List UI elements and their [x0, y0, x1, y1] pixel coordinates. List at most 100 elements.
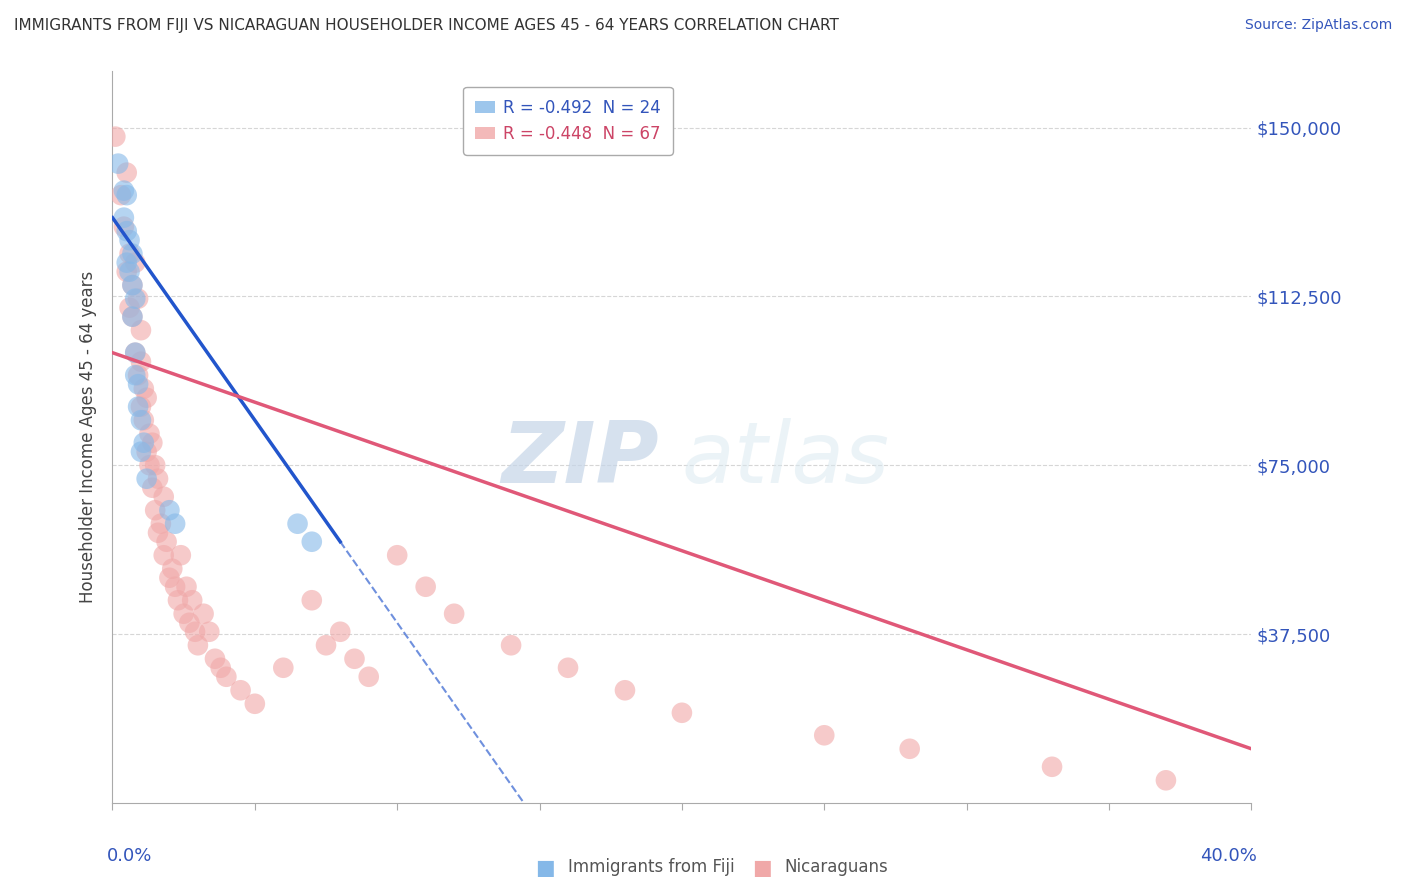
Text: Nicaraguans: Nicaraguans [785, 858, 889, 876]
Point [124, 345, 146, 359]
Point [443, 607, 465, 621]
Point [124, 255, 146, 269]
Point [121, 310, 143, 324]
Point [112, 219, 135, 234]
Point [143, 503, 166, 517]
Point [121, 278, 143, 293]
Point [671, 706, 693, 720]
Point [127, 292, 149, 306]
Point [501, 638, 523, 652]
Text: atlas: atlas [682, 417, 890, 500]
Point [118, 265, 141, 279]
Point [176, 580, 198, 594]
Point [132, 435, 155, 450]
Point [193, 607, 215, 621]
Text: Source: ZipAtlas.com: Source: ZipAtlas.com [1244, 18, 1392, 32]
Point [152, 548, 174, 562]
Point [146, 525, 169, 540]
Point [104, 129, 127, 144]
Point [129, 400, 152, 414]
Point [159, 503, 180, 517]
Point [1040, 760, 1063, 774]
Point [315, 638, 337, 652]
Point [129, 323, 152, 337]
Point [343, 652, 366, 666]
Point [124, 345, 146, 359]
Point [243, 697, 266, 711]
Point [135, 444, 157, 458]
Text: 0.0%: 0.0% [107, 847, 152, 864]
Point [898, 741, 921, 756]
Point [165, 516, 187, 531]
Point [181, 593, 204, 607]
Point [127, 368, 149, 383]
Point [138, 458, 160, 473]
Point [129, 413, 152, 427]
Point [118, 246, 141, 260]
Point [357, 670, 380, 684]
Point [557, 661, 579, 675]
Point [132, 413, 155, 427]
Point [159, 571, 180, 585]
Point [141, 481, 163, 495]
Point [115, 255, 138, 269]
Point [121, 278, 143, 293]
Point [301, 534, 323, 549]
Point [152, 490, 174, 504]
Point [229, 683, 252, 698]
Point [135, 472, 157, 486]
Point [179, 615, 201, 630]
Text: IMMIGRANTS FROM FIJI VS NICARAGUAN HOUSEHOLDER INCOME AGES 45 - 64 YEARS CORRELA: IMMIGRANTS FROM FIJI VS NICARAGUAN HOUSE… [14, 18, 839, 33]
Point [129, 354, 152, 368]
Point [118, 233, 141, 247]
Point [110, 188, 132, 202]
Point [271, 661, 295, 675]
Legend: R = -0.492  N = 24, R = -0.448  N = 67: R = -0.492 N = 24, R = -0.448 N = 67 [464, 87, 672, 154]
Point [155, 534, 177, 549]
Point [162, 562, 184, 576]
Point [813, 728, 835, 742]
Point [146, 472, 169, 486]
Point [167, 593, 190, 607]
Point [204, 652, 226, 666]
Point [301, 593, 323, 607]
Point [112, 184, 135, 198]
Point [173, 607, 195, 621]
Point [115, 166, 138, 180]
Point [143, 458, 166, 473]
Point [613, 683, 636, 698]
Point [124, 292, 146, 306]
Point [287, 516, 309, 531]
Point [187, 638, 209, 652]
Point [127, 400, 149, 414]
Point [385, 548, 409, 562]
Point [149, 516, 172, 531]
Point [209, 661, 232, 675]
Point [121, 246, 143, 260]
Point [112, 211, 135, 225]
Point [129, 444, 152, 458]
Point [138, 426, 160, 441]
Point [165, 580, 187, 594]
Point [115, 224, 138, 238]
Point [115, 265, 138, 279]
Point [198, 624, 221, 639]
Point [415, 580, 437, 594]
Text: ■: ■ [752, 858, 772, 878]
Text: ■: ■ [536, 858, 555, 878]
Point [124, 368, 146, 383]
Text: ZIP: ZIP [502, 417, 659, 500]
Point [135, 391, 157, 405]
Text: 40.0%: 40.0% [1201, 847, 1257, 864]
Y-axis label: Householder Income Ages 45 - 64 years: Householder Income Ages 45 - 64 years [79, 271, 97, 603]
Point [107, 156, 129, 170]
Point [215, 670, 238, 684]
Point [1154, 773, 1177, 788]
Point [118, 301, 141, 315]
Point [184, 624, 207, 639]
Point [170, 548, 193, 562]
Point [132, 382, 155, 396]
Point [329, 624, 352, 639]
Point [127, 377, 149, 392]
Point [141, 435, 163, 450]
